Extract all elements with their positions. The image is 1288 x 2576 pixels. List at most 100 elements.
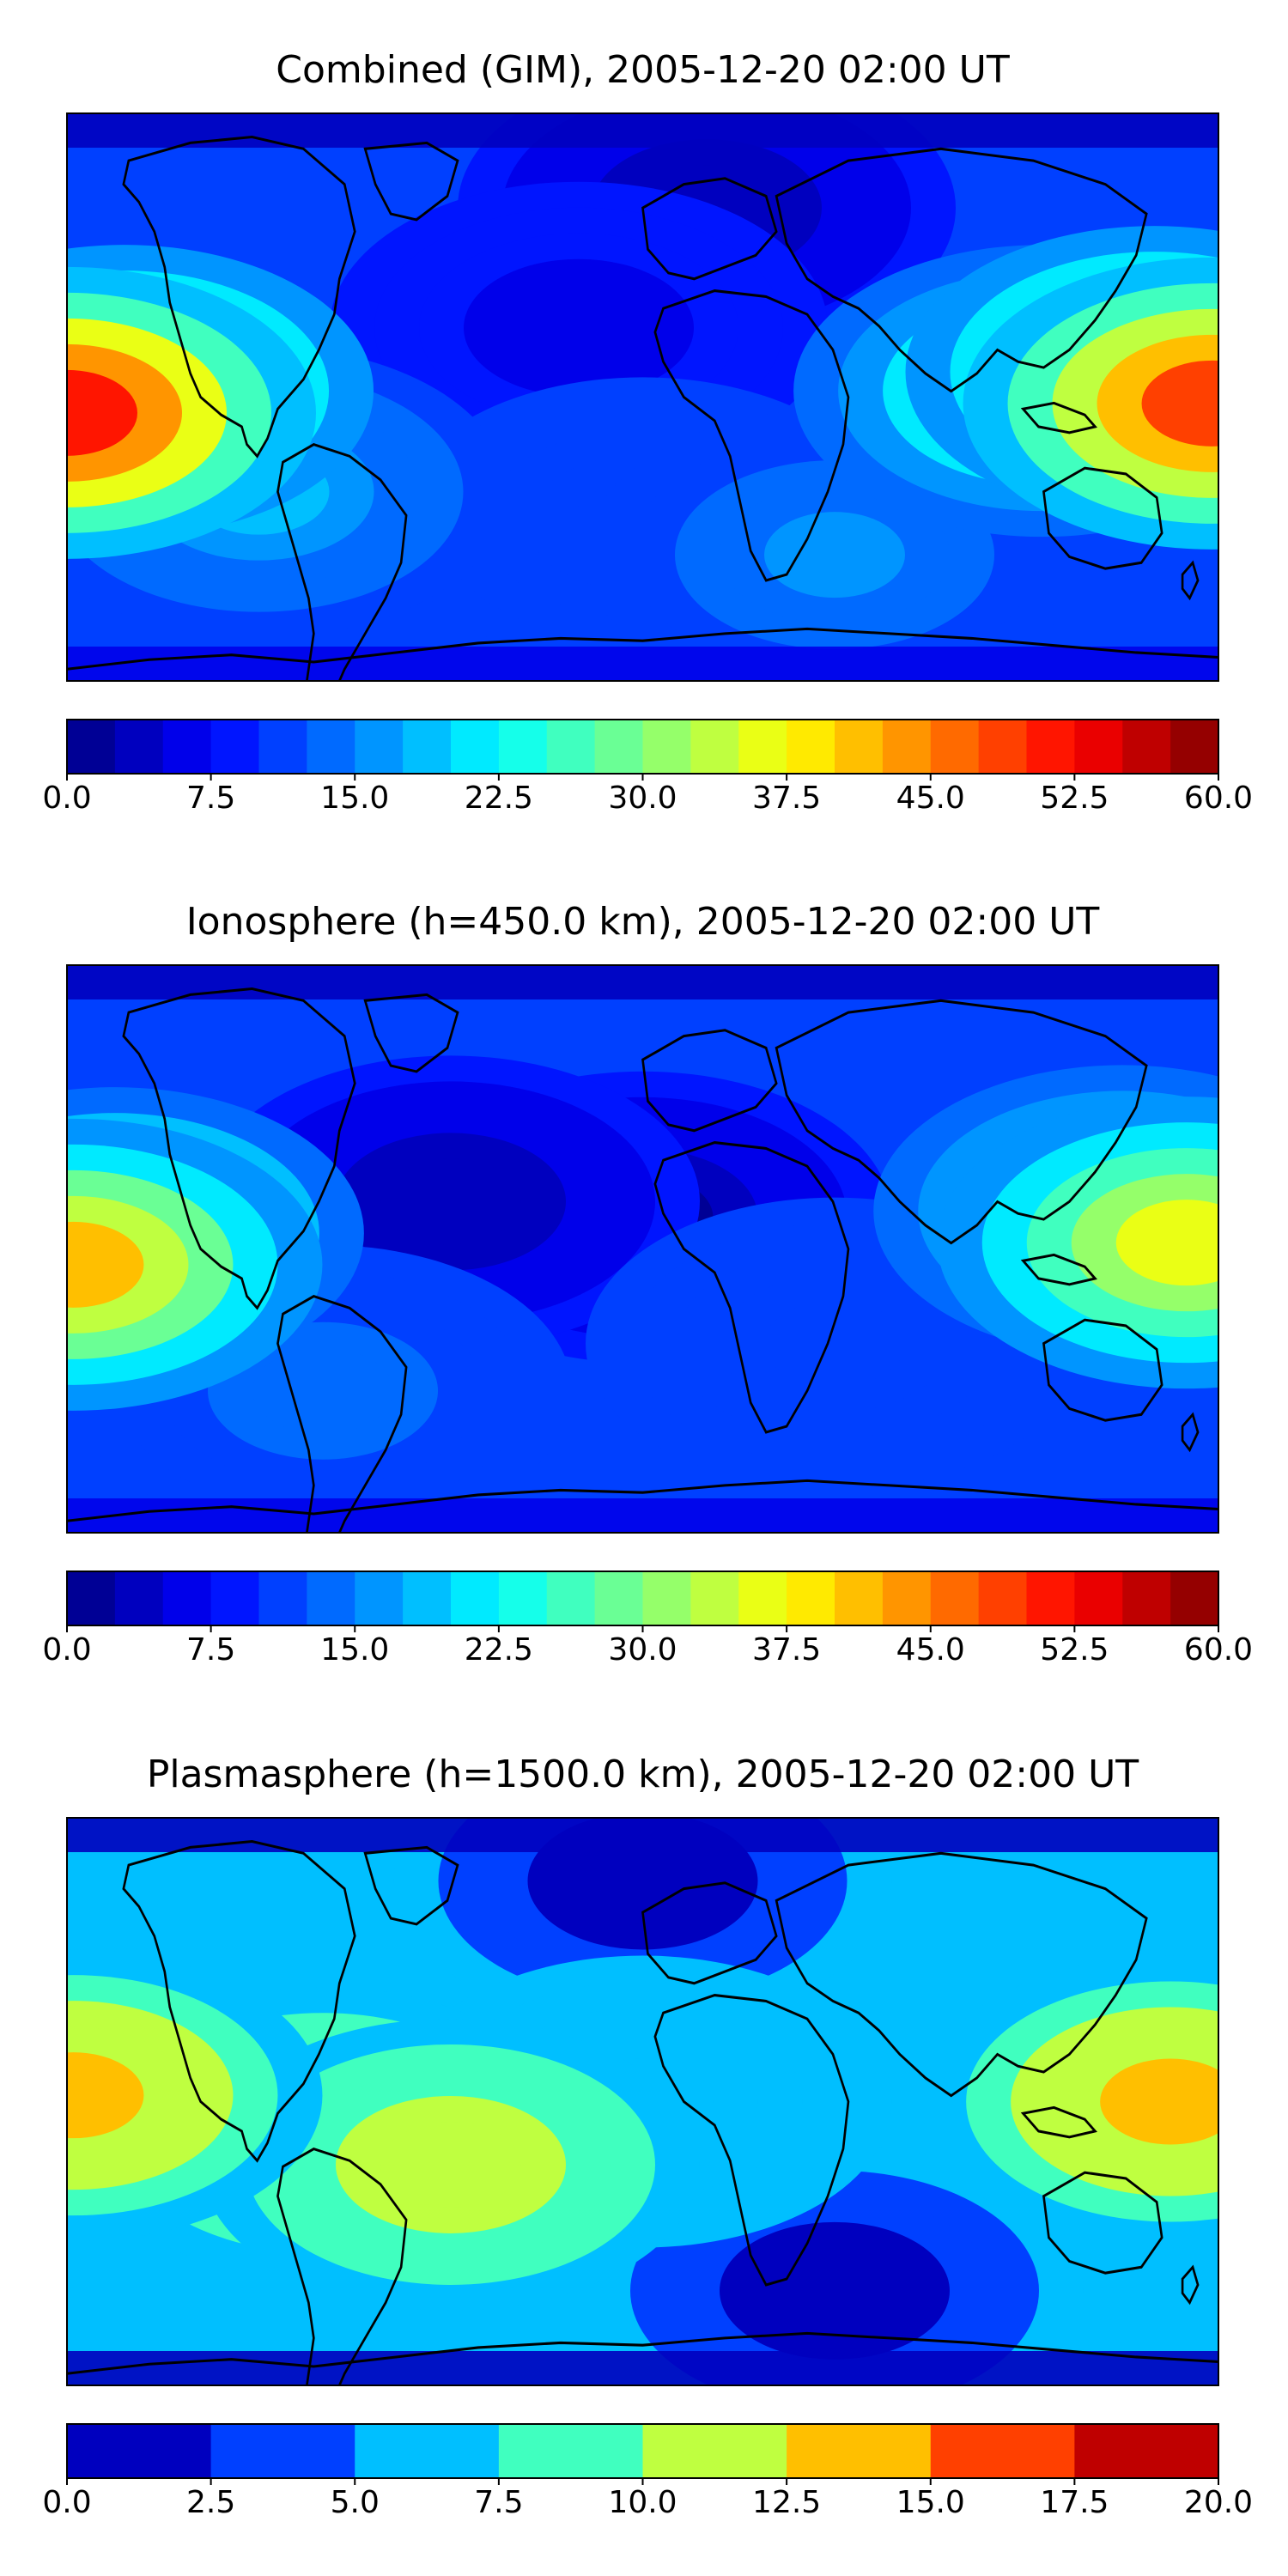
colorbar-segment xyxy=(930,2424,1075,2478)
colorbar-segment xyxy=(498,2424,643,2478)
colorbar-segment xyxy=(114,1571,164,1625)
colorbar-segment xyxy=(1170,720,1219,774)
colorbar-segment xyxy=(690,720,739,774)
field-contour xyxy=(764,512,905,598)
colorbar-tick-label: 30.0 xyxy=(608,781,677,816)
colorbar-segment xyxy=(162,720,212,774)
colorbar-tick-label: 12.5 xyxy=(752,2485,821,2520)
colorbar-segment xyxy=(67,720,116,774)
colorbar-segment xyxy=(930,1571,980,1625)
colorbar-tick-label: 15.0 xyxy=(320,1632,389,1668)
colorbar-segment xyxy=(258,1571,307,1625)
map-frame xyxy=(66,964,1219,1534)
colorbar-segment xyxy=(451,1571,500,1625)
colorbar-tick-label: 22.5 xyxy=(465,781,533,816)
colorbar-tick-label: 2.5 xyxy=(186,2485,235,2520)
chart-title: Combined (GIM), 2005-12-20 02:00 UT xyxy=(276,48,1010,92)
colorbar-tick-label: 7.5 xyxy=(186,1632,235,1668)
field-contour xyxy=(508,284,649,371)
map-frame xyxy=(66,112,1219,682)
chart-panel-1: Combined (GIM), 2005-12-20 02:00 UT 0.0 7.… xyxy=(42,48,1253,816)
colorbar-segment xyxy=(1170,1571,1219,1625)
colorbar-segment xyxy=(930,720,980,774)
field-contour xyxy=(67,1221,144,1308)
colorbar-segment xyxy=(210,1571,259,1625)
polar-band-south xyxy=(67,2351,1218,2385)
colorbar-tick-label: 60.0 xyxy=(1184,1632,1253,1668)
colorbar-segment xyxy=(738,720,787,774)
colorbar-tick-label: 22.5 xyxy=(465,1632,533,1668)
colorbar-segment xyxy=(355,720,404,774)
field-contour xyxy=(764,1300,905,1387)
colorbar-segment xyxy=(451,720,500,774)
colorbar-segment xyxy=(307,1571,355,1625)
colorbar-segment xyxy=(882,1571,932,1625)
colorbar-tick-label: 45.0 xyxy=(896,1632,965,1668)
colorbar-tick-label: 30.0 xyxy=(608,1632,677,1668)
colorbar-segment xyxy=(210,2424,355,2478)
polar-band-north xyxy=(67,965,1218,999)
colorbar-tick-label: 10.0 xyxy=(608,2485,677,2520)
colorbar-segment xyxy=(307,720,355,774)
colorbar-segment xyxy=(1122,720,1171,774)
colorbar-segment xyxy=(1074,1571,1123,1625)
colorbar-segment xyxy=(738,1571,787,1625)
colorbar-tick-label: 0.0 xyxy=(42,1632,91,1668)
colorbar-segment xyxy=(1074,720,1123,774)
colorbar-tick-label: 37.5 xyxy=(752,1632,821,1668)
colorbar-segment xyxy=(403,1571,452,1625)
colorbar-segment xyxy=(642,1571,691,1625)
colorbar-tick-label: 37.5 xyxy=(752,781,821,816)
colorbar-segment xyxy=(978,1571,1027,1625)
colorbar-tick-label: 17.5 xyxy=(1040,2485,1109,2520)
polar-band-south xyxy=(67,647,1218,681)
field-contour xyxy=(572,1838,714,1924)
map-area xyxy=(67,113,1218,681)
colorbar-tick-label: 7.5 xyxy=(186,781,235,816)
polar-band-north xyxy=(67,1818,1218,1852)
colorbar-segment xyxy=(67,1571,116,1625)
chart-title: Ionosphere (h=450.0 km), 2005-12-20 02:0… xyxy=(186,900,1100,944)
colorbar-segment xyxy=(355,2424,500,2478)
colorbar-tick-label: 45.0 xyxy=(896,781,965,816)
field-contour xyxy=(1100,2058,1218,2145)
colorbar-segment xyxy=(114,720,164,774)
field-contour xyxy=(764,2247,905,2334)
colorbar-segment xyxy=(258,720,307,774)
colorbar-tick-label: 60.0 xyxy=(1184,781,1253,816)
colorbar-segment xyxy=(787,720,835,774)
colorbar-segment xyxy=(498,720,548,774)
colorbar: 0.0 7.5 15.0 22.5 30.0 37.5 45.0 52.5 60.0 xyxy=(42,1571,1253,1668)
colorbar-segment xyxy=(594,720,643,774)
colorbar-segment xyxy=(546,1571,596,1625)
chart-panel-3: Plasmasphere (h=1500.0 km), 2005-12-20 0… xyxy=(42,1753,1253,2520)
colorbar-tick-label: 15.0 xyxy=(896,2485,965,2520)
colorbar-segment xyxy=(835,720,884,774)
colorbar-tick-label: 52.5 xyxy=(1040,1632,1109,1668)
colorbar-tick-label: 5.0 xyxy=(331,2485,380,2520)
field-contour xyxy=(380,2121,521,2208)
colorbar-segment xyxy=(67,2424,212,2478)
field-contour xyxy=(1115,1200,1218,1286)
polar-band-north xyxy=(67,113,1218,148)
field-contour xyxy=(380,1158,521,1245)
field-contour xyxy=(67,2052,144,2139)
colorbar-segment xyxy=(355,1571,404,1625)
colorbar-segment xyxy=(403,720,452,774)
colorbar-segment xyxy=(1026,720,1075,774)
colorbar-tick-label: 0.0 xyxy=(42,781,91,816)
field-contour xyxy=(252,1347,393,1434)
polar-band-south xyxy=(67,1498,1218,1533)
map-area xyxy=(67,1818,1218,2385)
colorbar-segment xyxy=(1026,1571,1075,1625)
colorbar-segment xyxy=(210,720,259,774)
colorbar-tick-label: 7.5 xyxy=(474,2485,523,2520)
colorbar-segment xyxy=(594,1571,643,1625)
map-area xyxy=(67,965,1218,1533)
colorbar-segment xyxy=(690,1571,739,1625)
colorbar-tick-label: 20.0 xyxy=(1184,2485,1253,2520)
colorbar-tick-label: 15.0 xyxy=(320,781,389,816)
map-frame xyxy=(66,1817,1219,2386)
chart-panel-2: Ionosphere (h=450.0 km), 2005-12-20 02:0… xyxy=(42,900,1253,1668)
colorbar-segment xyxy=(162,1571,212,1625)
